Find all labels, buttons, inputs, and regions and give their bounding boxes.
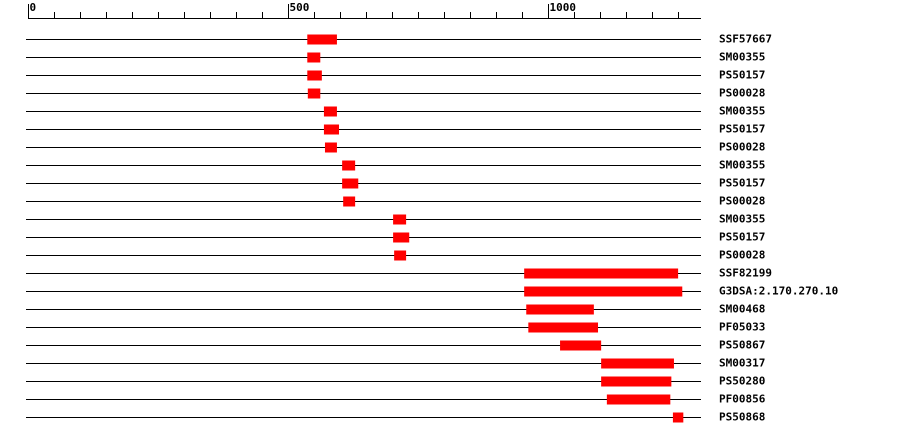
- domain-bar: [324, 142, 337, 153]
- domain-bar: [524, 268, 679, 279]
- domain-bar: [394, 250, 407, 261]
- row-label: PS00028: [719, 141, 765, 154]
- domain-bar: [307, 70, 322, 81]
- row-label: PS50157: [719, 231, 765, 244]
- row-label: PF00856: [719, 393, 766, 406]
- domain-bar: [560, 340, 602, 351]
- domain-bar: [307, 34, 337, 45]
- row-label: SM00468: [719, 303, 765, 316]
- row-label: SM00355: [719, 213, 765, 226]
- domain-bar: [601, 376, 672, 387]
- row-label: SM00355: [719, 105, 765, 118]
- domain-bar: [343, 196, 356, 207]
- domain-bar: [528, 322, 599, 333]
- x-tick-label: 1000: [550, 1, 577, 14]
- domain-bar: [307, 88, 321, 99]
- domain-bar: [526, 304, 594, 315]
- domain-bar: [393, 214, 407, 225]
- domain-bar: [323, 124, 340, 135]
- row-label: PS00028: [719, 249, 765, 262]
- domain-bar: [524, 286, 683, 297]
- row-label: PS50867: [719, 339, 765, 352]
- row-label: PS00028: [719, 87, 765, 100]
- x-tick-label: 0: [30, 1, 37, 14]
- row-label: PS50157: [719, 69, 765, 82]
- domain-bar: [393, 232, 410, 243]
- domain-bar: [342, 178, 359, 189]
- domain-bar: [672, 412, 684, 423]
- row-label: PS50280: [719, 375, 765, 388]
- domain-bar: [601, 358, 674, 369]
- row-label: PS50157: [719, 123, 765, 136]
- domain-bar: [606, 394, 671, 405]
- domain-bar: [307, 52, 321, 63]
- row-label: PS50157: [719, 177, 765, 190]
- x-tick-label: 500: [290, 1, 310, 14]
- row-label: PS50868: [719, 411, 765, 424]
- row-label: SM00355: [719, 51, 765, 64]
- row-label: SM00317: [719, 357, 765, 370]
- row-label: SM00355: [719, 159, 765, 172]
- row-label: G3DSA:2.170.270.10: [719, 285, 838, 298]
- domain-bar: [342, 160, 356, 171]
- row-label: SSF57667: [719, 33, 772, 46]
- domain-bar: [323, 106, 337, 117]
- row-label: PS00028: [719, 195, 765, 208]
- row-label: SSF82199: [719, 267, 772, 280]
- row-label: PF05033: [719, 321, 765, 334]
